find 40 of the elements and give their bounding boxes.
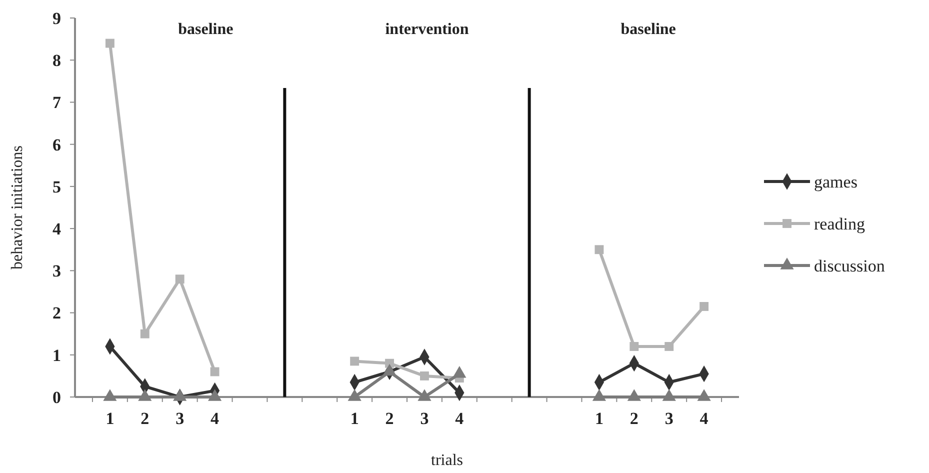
point <box>140 329 150 338</box>
y-tick-label: 5 <box>52 177 61 196</box>
x-axis-title: trials <box>431 452 463 469</box>
y-tick-label: 9 <box>52 8 61 28</box>
y-tick-label: 1 <box>52 346 61 365</box>
x-tick-label: 4 <box>210 409 220 428</box>
x-tick-label: 2 <box>630 409 638 428</box>
annotation: baseline <box>178 21 234 38</box>
legend-label: discussion <box>814 256 886 276</box>
point <box>420 371 429 380</box>
x-tick-label: 1 <box>350 409 359 428</box>
x-tick-label: 4 <box>700 409 709 428</box>
point <box>175 274 184 284</box>
x-tick-label: 1 <box>594 409 604 428</box>
y-axis-title: behavior initiations <box>9 146 26 270</box>
point <box>350 356 360 366</box>
x-tick-label: 3 <box>420 409 429 428</box>
x-tick-label: 1 <box>106 409 114 428</box>
y-tick-label: 0 <box>52 388 61 407</box>
point <box>594 245 604 254</box>
y-tick-label: 3 <box>52 262 61 281</box>
point <box>630 342 639 351</box>
y-tick-label: 4 <box>52 220 62 239</box>
legend-label: reading <box>814 214 866 234</box>
point <box>210 367 220 376</box>
x-tick-label: 3 <box>664 409 674 428</box>
legend-label: games <box>814 172 858 192</box>
x-tick-label: 3 <box>176 409 184 428</box>
y-tick-label: 8 <box>52 51 61 70</box>
y-tick-label: 2 <box>52 304 61 323</box>
x-tick-label: 2 <box>140 409 150 428</box>
x-tick-label: 4 <box>455 409 464 428</box>
y-tick-label: 7 <box>52 93 62 112</box>
annotation: baseline <box>620 21 676 38</box>
point <box>105 38 114 48</box>
point <box>664 342 674 351</box>
annotation: intervention <box>385 21 469 38</box>
y-tick-label: 6 <box>52 135 61 154</box>
point <box>700 302 709 311</box>
x-tick-label: 2 <box>385 409 394 428</box>
